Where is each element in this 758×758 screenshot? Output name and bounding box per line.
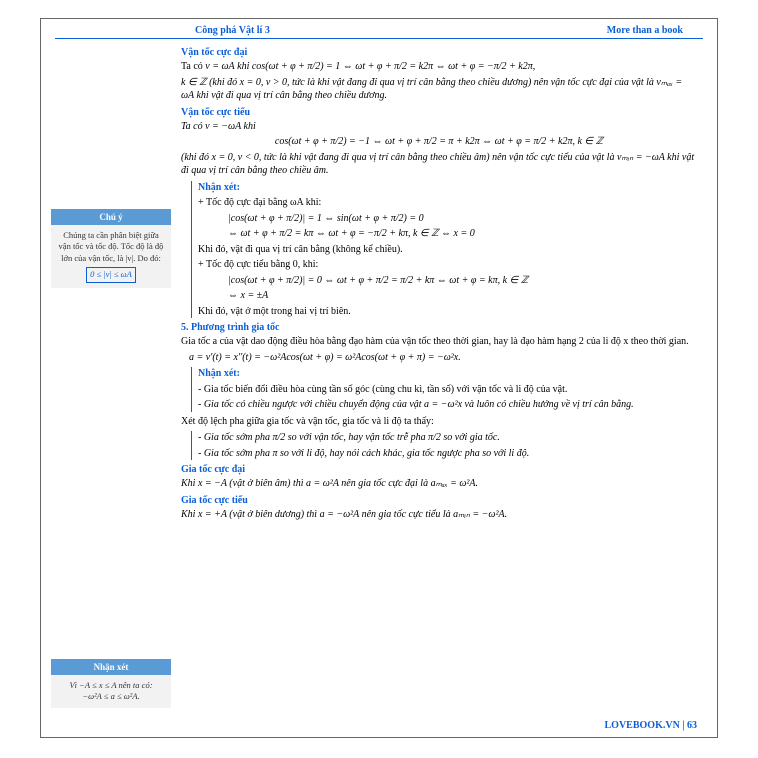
sidebar-remark: Nhận xét Vì −A ≤ x ≤ A nên ta có: −ω²A ≤… xyxy=(51,659,171,708)
s3-p2: Xét độ lệch pha giữa gia tốc và vận tốc,… xyxy=(181,415,697,429)
s4-p1: Khi x = −A (vật ở biên âm) thì a = ω²A n… xyxy=(181,477,697,491)
header-left: Công phá Vật lí 3 xyxy=(195,25,270,36)
s2-nx-eq3: |cos(ωt + φ + π/2)| = 0 ⇔ ωt + φ + π/2 =… xyxy=(228,274,697,288)
s2-nx-eq1: |cos(ωt + φ + π/2)| = 1 ⇔ sin(ωt + φ + π… xyxy=(228,212,697,226)
s3-eq1: a = v'(t) = x''(t) = −ω²Acos(ωt + φ) = ω… xyxy=(189,351,697,365)
s3-nx-a: - Gia tốc biến đổi điều hòa cùng tần số … xyxy=(198,383,697,397)
section-acceleration: 5. Phương trình gia tốc xyxy=(181,322,697,333)
s1-p1: Ta có v = ωA khi cos(ωt + φ + π/2) = 1 ⇔… xyxy=(181,60,697,74)
s3-nx2-b: - Gia tốc sớm pha π so với li độ, hay nó… xyxy=(198,447,697,461)
s3-nx-b: - Gia tốc có chiều ngược với chiều chuyể… xyxy=(198,398,697,412)
section-min-accel: Gia tốc cực tiểu xyxy=(181,495,697,506)
s2-p2: (khi đó x = 0, v < 0, tức là khi vật đan… xyxy=(181,151,697,178)
s2-nx-eq2: ⇔ ωt + φ + π/2 = kπ ⇔ ωt + φ = −π/2 + kπ… xyxy=(228,227,697,241)
section-max-velocity: Vận tốc cực đại xyxy=(181,47,697,58)
s3-p1: Gia tốc a của vật dao động điều hòa bằng… xyxy=(181,335,697,349)
s2-nx-a: + Tốc độ cực đại bằng ωA khi: xyxy=(198,196,697,210)
note-formula: 0 ≤ |v| ≤ ωA xyxy=(86,267,136,282)
page-header: Công phá Vật lí 3 More than a book xyxy=(55,19,703,39)
s2-nx-b2: Khi đó, vật ở một trong hai vị trí biên. xyxy=(198,305,697,319)
sidebar-note: Chú ý Chúng ta cần phân biệt giữa vận tố… xyxy=(51,209,171,288)
note-body: Chúng ta cần phân biệt giữa vận tốc và t… xyxy=(51,225,171,288)
s2-nx-b: + Tốc độ cực tiểu bằng 0, khi: xyxy=(198,258,697,272)
page: Công phá Vật lí 3 More than a book Chú ý… xyxy=(40,18,718,738)
remark-body: Vì −A ≤ x ≤ A nên ta có: −ω²A ≤ a ≤ ω²A. xyxy=(51,675,171,708)
s2-remark: Nhận xét: + Tốc độ cực đại bằng ωA khi: … xyxy=(191,181,697,319)
s2-p1: Ta có v = −ωA khi xyxy=(181,120,697,134)
s2-eq1: cos(ωt + φ + π/2) = −1 ⇔ ωt + φ + π/2 = … xyxy=(181,135,697,149)
s3-remark1: Nhận xét: - Gia tốc biến đổi điều hòa cù… xyxy=(191,367,697,412)
page-footer: LOVEBOOK.VN | 63 xyxy=(605,720,698,731)
s5-p1: Khi x = +A (vật ở biên dương) thì a = −ω… xyxy=(181,508,697,522)
s2-nx-title: Nhận xét: xyxy=(198,181,697,195)
s2-nx-a2: Khi đó, vật đi qua vị trí cân bằng (khôn… xyxy=(198,243,697,257)
remark-title: Nhận xét xyxy=(51,659,171,675)
header-right: More than a book xyxy=(607,25,683,36)
s1-p2: k ∈ ℤ (khi đó x = 0, v > 0, tức là khi v… xyxy=(181,76,697,103)
s3-nx2-a: - Gia tốc sớm pha π/2 so với vận tốc, ha… xyxy=(198,431,697,445)
s3-nx-title: Nhận xét: xyxy=(198,367,697,381)
main-content: Chú ý Chúng ta cần phân biệt giữa vận tố… xyxy=(41,39,717,527)
s3-remark2: - Gia tốc sớm pha π/2 so với vận tốc, ha… xyxy=(191,431,697,460)
s2-nx-eq4: ⇔ x = ±A xyxy=(228,289,697,303)
section-max-accel: Gia tốc cực đại xyxy=(181,464,697,475)
note-title: Chú ý xyxy=(51,209,171,225)
section-min-velocity: Vận tốc cực tiểu xyxy=(181,107,697,118)
